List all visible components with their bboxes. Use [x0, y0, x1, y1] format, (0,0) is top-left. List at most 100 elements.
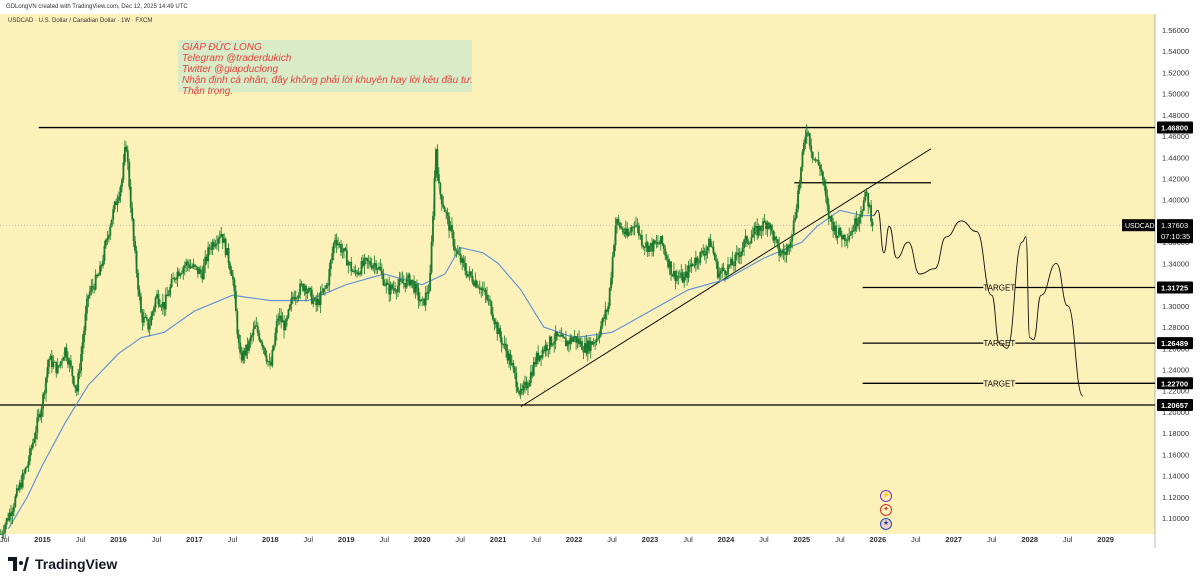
candle-body	[407, 274, 410, 278]
candle-body	[674, 271, 677, 282]
candle-body	[638, 225, 640, 236]
price-tick-label: 1.28000	[1162, 323, 1189, 332]
candle-body	[176, 271, 179, 280]
candle-body	[313, 298, 316, 300]
candle-body	[473, 282, 475, 286]
candle-body	[199, 269, 202, 274]
note-line-5: Thận trọng.	[182, 86, 234, 97]
time-tick-label: 2028	[1021, 535, 1038, 544]
time-tick-label: 2019	[338, 535, 355, 544]
canada-flag-icon[interactable]: ✦	[880, 504, 892, 516]
candle-body	[43, 393, 46, 395]
price-tick-label: 1.40000	[1162, 196, 1189, 205]
candle-body	[648, 245, 651, 252]
candle-body	[737, 252, 740, 256]
candle-body	[445, 211, 448, 213]
candle-body	[328, 269, 331, 286]
candle-body	[268, 361, 271, 363]
candle-body	[667, 259, 670, 268]
candle-body	[642, 245, 645, 248]
time-tick-label: Jul	[0, 535, 10, 544]
candle-body	[763, 221, 766, 223]
time-tick-label: 2018	[262, 535, 279, 544]
us-flag-icon[interactable]: ★	[880, 518, 892, 530]
candle-body	[164, 294, 167, 310]
candle-body	[461, 258, 464, 263]
candle-body	[800, 167, 802, 183]
candle-body	[543, 349, 545, 352]
candle-body	[506, 350, 509, 361]
candle-body	[262, 345, 265, 349]
candle-body	[600, 326, 602, 336]
candle-body	[218, 236, 221, 239]
candle-body	[499, 328, 502, 338]
candle-body	[27, 461, 30, 467]
time-tick-label: 2029	[1097, 535, 1114, 544]
candle-body	[125, 147, 128, 151]
candle-body	[623, 232, 626, 235]
plot-background	[0, 14, 1155, 534]
candle-body	[141, 312, 144, 323]
candle-body	[326, 285, 329, 287]
candle-body	[107, 235, 110, 239]
candle-body	[481, 288, 484, 291]
candle-body	[611, 256, 614, 278]
candle-body	[315, 298, 318, 306]
top-bar: GDLongVN created with TradingView.com, D…	[0, 0, 1200, 14]
target-label: TARGET	[983, 379, 1015, 388]
candle-body	[824, 185, 827, 196]
last-price-text: 1.37603	[1161, 221, 1188, 230]
time-tick-label: Jul	[987, 535, 997, 544]
candle-body	[392, 288, 395, 290]
candle-body	[68, 360, 71, 365]
price-line	[0, 125, 874, 535]
candle-body	[59, 361, 62, 366]
price-chart[interactable]: TARGET TARGET TARGET 1.56000 1.54000 1.52000…	[0, 14, 1200, 548]
lightning-icon[interactable]: ⚡	[880, 490, 892, 502]
tradingview-logo[interactable]: TradingView	[8, 556, 117, 572]
candle-body	[109, 226, 112, 236]
candle-body	[661, 236, 664, 245]
candle-body	[751, 234, 754, 238]
candle-body	[592, 342, 595, 345]
candle-body	[0, 534, 2, 535]
candle-body	[360, 261, 363, 275]
candle-body	[195, 266, 198, 267]
candle-body	[454, 246, 456, 251]
candle-body	[772, 230, 775, 241]
candle-body	[795, 208, 798, 218]
candle-body	[370, 265, 373, 269]
candle-body	[8, 512, 11, 521]
candle-body	[36, 417, 39, 433]
candle-body	[214, 244, 217, 247]
candle-body	[588, 340, 591, 352]
candle-body	[662, 244, 665, 249]
candle-body	[424, 292, 427, 306]
candle-body	[673, 271, 675, 277]
candle-body	[513, 367, 516, 373]
candle-body	[182, 267, 185, 273]
candle-body	[744, 236, 747, 241]
price-level-badge-text: 1.20657	[1161, 401, 1188, 410]
candle-body	[223, 238, 226, 243]
candle-body	[452, 231, 455, 247]
candle-body	[175, 279, 177, 280]
candle-body	[843, 235, 846, 241]
candle-body	[510, 362, 513, 365]
candle-body	[861, 210, 864, 215]
price-tick-label: 1.14000	[1162, 472, 1189, 481]
candle-body	[557, 335, 560, 337]
time-tick-label: 2020	[414, 535, 431, 544]
candle-body	[708, 238, 710, 247]
candle-body	[329, 260, 332, 270]
candle-body	[427, 290, 430, 294]
time-tick-label: Jul	[228, 535, 238, 544]
candle-body	[547, 349, 550, 351]
candle-body	[178, 271, 180, 276]
candle-body	[527, 386, 529, 389]
candle-body	[137, 272, 139, 290]
candle-body	[49, 355, 52, 360]
candle-body	[310, 289, 313, 304]
candle-body	[556, 331, 559, 337]
candle-body	[639, 235, 642, 236]
